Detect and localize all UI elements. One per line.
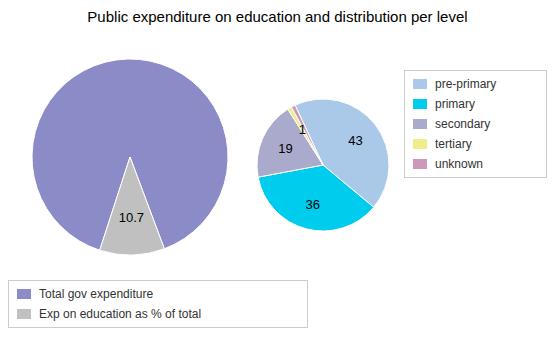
html-text:Total gov expenditure: Total gov expenditure xyxy=(39,287,154,301)
svg-text:10.7: 10.7 xyxy=(119,210,144,225)
svg-text:19: 19 xyxy=(278,141,292,156)
svg-text:36: 36 xyxy=(305,197,319,212)
html-text:Public expenditure on educatio: Public expenditure on education and dist… xyxy=(87,8,468,25)
html-text:primary: primary xyxy=(435,97,475,111)
svg-text:1: 1 xyxy=(299,122,306,137)
html-text:Exp on education as % of total: Exp on education as % of total xyxy=(39,307,202,321)
svg-text:43: 43 xyxy=(348,133,362,148)
html-text:tertiary: tertiary xyxy=(435,137,472,151)
html-text:unknown: unknown xyxy=(435,157,483,171)
html-text:pre-primary: pre-primary xyxy=(435,77,497,91)
html-text:secondary: secondary xyxy=(435,117,491,131)
